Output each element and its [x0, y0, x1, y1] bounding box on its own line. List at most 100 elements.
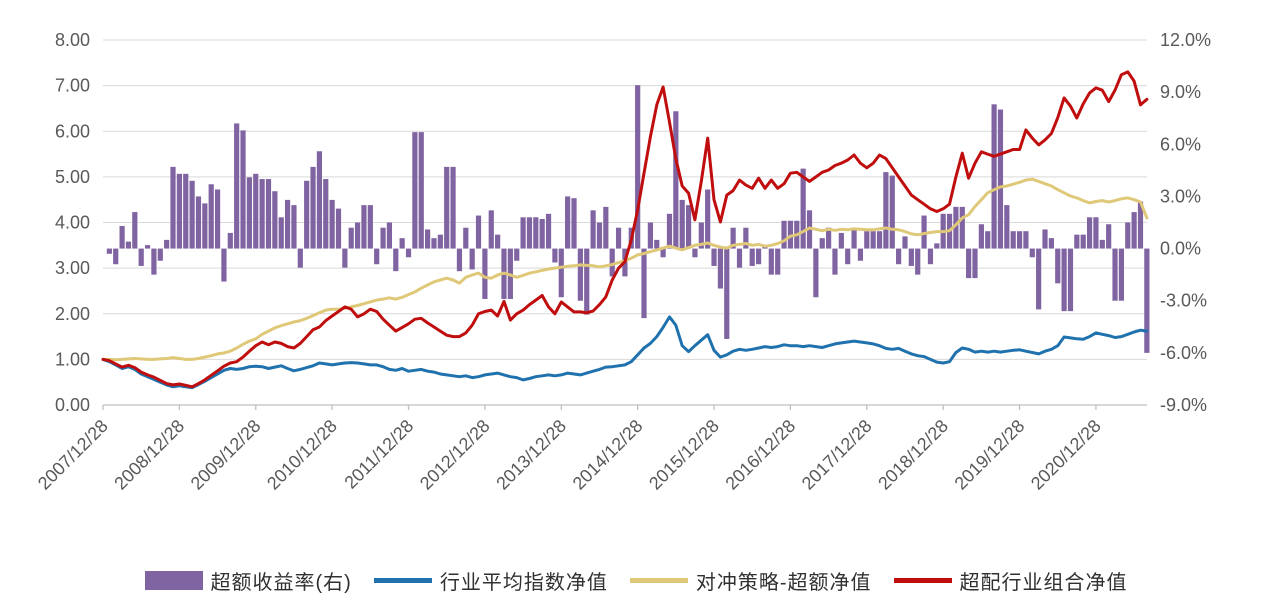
left-axis-tick: 5.00	[55, 167, 90, 187]
bar-excess-return	[348, 227, 354, 249]
legend-line-swatch	[893, 577, 952, 583]
bar-excess-return	[781, 220, 787, 249]
bar-excess-return	[705, 189, 711, 249]
bar-excess-return	[119, 225, 125, 249]
bar-excess-return	[876, 231, 883, 249]
legend-line-swatch	[629, 577, 688, 583]
left-axis-tick: 1.00	[55, 349, 90, 369]
bar-excess-return	[304, 180, 310, 249]
bar-excess-return	[609, 248, 615, 277]
bar-series-excess-return	[106, 85, 1150, 353]
bar-excess-return	[641, 248, 647, 319]
bar-excess-return	[475, 215, 482, 249]
bar-excess-return	[291, 205, 297, 249]
bar-excess-return	[985, 231, 991, 249]
bar-excess-return	[463, 227, 469, 249]
bar-excess-return	[380, 227, 386, 249]
bar-excess-return	[647, 222, 653, 249]
legend-item: 对冲策略-超额净值	[629, 566, 872, 595]
bar-excess-return	[450, 166, 456, 249]
bar-excess-return	[437, 234, 443, 249]
bar-excess-return	[367, 205, 373, 249]
x-axis-tick-label: 2019/12/28	[951, 416, 1029, 494]
bar-excess-return	[552, 248, 558, 263]
bar-excess-return	[329, 199, 335, 249]
bar-excess-return	[259, 179, 265, 249]
x-axis-tick-label: 2009/12/28	[187, 416, 265, 494]
bar-excess-return	[227, 232, 233, 249]
x-axis-tick-label: 2015/12/28	[645, 416, 723, 494]
bar-excess-return	[1036, 248, 1042, 310]
bar-excess-return	[284, 199, 291, 249]
bar-excess-return	[132, 212, 138, 249]
x-axis-tick-label: 2012/12/28	[416, 416, 494, 494]
bar-excess-return	[514, 248, 520, 261]
bar-excess-return	[908, 248, 914, 266]
bar-excess-return	[685, 205, 692, 249]
right-axis-tick: -3.0%	[1160, 291, 1207, 311]
bar-excess-return	[144, 245, 151, 249]
bar-excess-return	[571, 198, 577, 249]
bar-excess-return	[1016, 231, 1023, 249]
legend-item: 超额收益率(右)	[144, 566, 352, 595]
bar-excess-return	[214, 189, 221, 249]
bar-excess-return	[545, 213, 552, 249]
x-axis-tick-label: 2018/12/28	[874, 416, 952, 494]
bar-excess-return	[673, 111, 679, 249]
bar-excess-return	[927, 248, 934, 265]
left-axis-tick: 3.00	[55, 258, 90, 278]
bar-excess-return	[113, 248, 119, 265]
bar-excess-return	[425, 229, 431, 249]
bar-excess-return	[526, 217, 533, 249]
x-axis-tick-label: 2013/12/28	[492, 416, 570, 494]
x-axis-tick-label: 2016/12/28	[721, 416, 799, 494]
right-axis-tick: 3.0%	[1160, 186, 1201, 206]
bar-excess-return	[412, 132, 418, 249]
legend-label: 对冲策略-超额净值	[695, 571, 872, 594]
bar-excess-return	[565, 196, 571, 249]
bar-excess-return	[418, 132, 424, 249]
bar-excess-return	[1131, 212, 1137, 249]
bar-excess-return	[755, 248, 762, 265]
bar-excess-return	[1048, 238, 1054, 249]
bar-excess-return	[469, 248, 475, 270]
bar-excess-return	[711, 248, 717, 266]
bar-excess-return	[972, 248, 978, 279]
bar-excess-return	[654, 239, 660, 249]
bar-excess-return	[316, 151, 323, 249]
bar-excess-return	[1074, 234, 1080, 249]
bar-excess-return	[539, 219, 545, 249]
legend-label: 行业平均指数净值	[439, 571, 608, 594]
bar-excess-return	[374, 248, 380, 265]
bar-excess-return	[399, 238, 405, 249]
bar-excess-return	[125, 241, 132, 249]
x-axis-tick-label: 2008/12/28	[110, 416, 188, 494]
x-axis-tick-labels: 2007/12/282008/12/282009/12/282010/12/28…	[34, 416, 1105, 494]
bar-excess-return	[272, 191, 278, 249]
bar-excess-return	[1055, 248, 1061, 284]
bar-excess-return	[762, 246, 768, 249]
bar-excess-return	[1010, 231, 1016, 249]
x-axis-tick-label: 2020/12/28	[1027, 416, 1105, 494]
bar-excess-return	[482, 248, 488, 299]
bar-excess-return	[864, 231, 870, 249]
bar-excess-return	[584, 248, 590, 315]
bar-excess-return	[323, 179, 329, 249]
x-axis-tick-label: 2017/12/28	[798, 416, 876, 494]
bar-excess-return	[870, 231, 876, 249]
bar-excess-return	[666, 213, 673, 249]
line-industry-average-index	[101, 315, 1149, 390]
x-axis-tick-label: 2007/12/28	[34, 416, 112, 494]
bar-excess-return	[736, 248, 743, 268]
bar-excess-return	[520, 217, 526, 249]
right-axis-tick-labels: 12.0% 9.0% 6.0% 3.0% 0.0% -3.0% -6.0% -9.0%	[1160, 30, 1211, 415]
bar-excess-return	[246, 177, 252, 249]
bar-excess-return	[826, 227, 832, 249]
bar-excess-return	[1125, 222, 1131, 249]
legend-label: 超额收益率(右)	[210, 571, 352, 594]
legend-item: 超配行业组合净值	[893, 566, 1128, 595]
bar-excess-return	[832, 248, 838, 275]
bar-excess-return	[278, 217, 284, 249]
bar-excess-return	[577, 248, 583, 301]
